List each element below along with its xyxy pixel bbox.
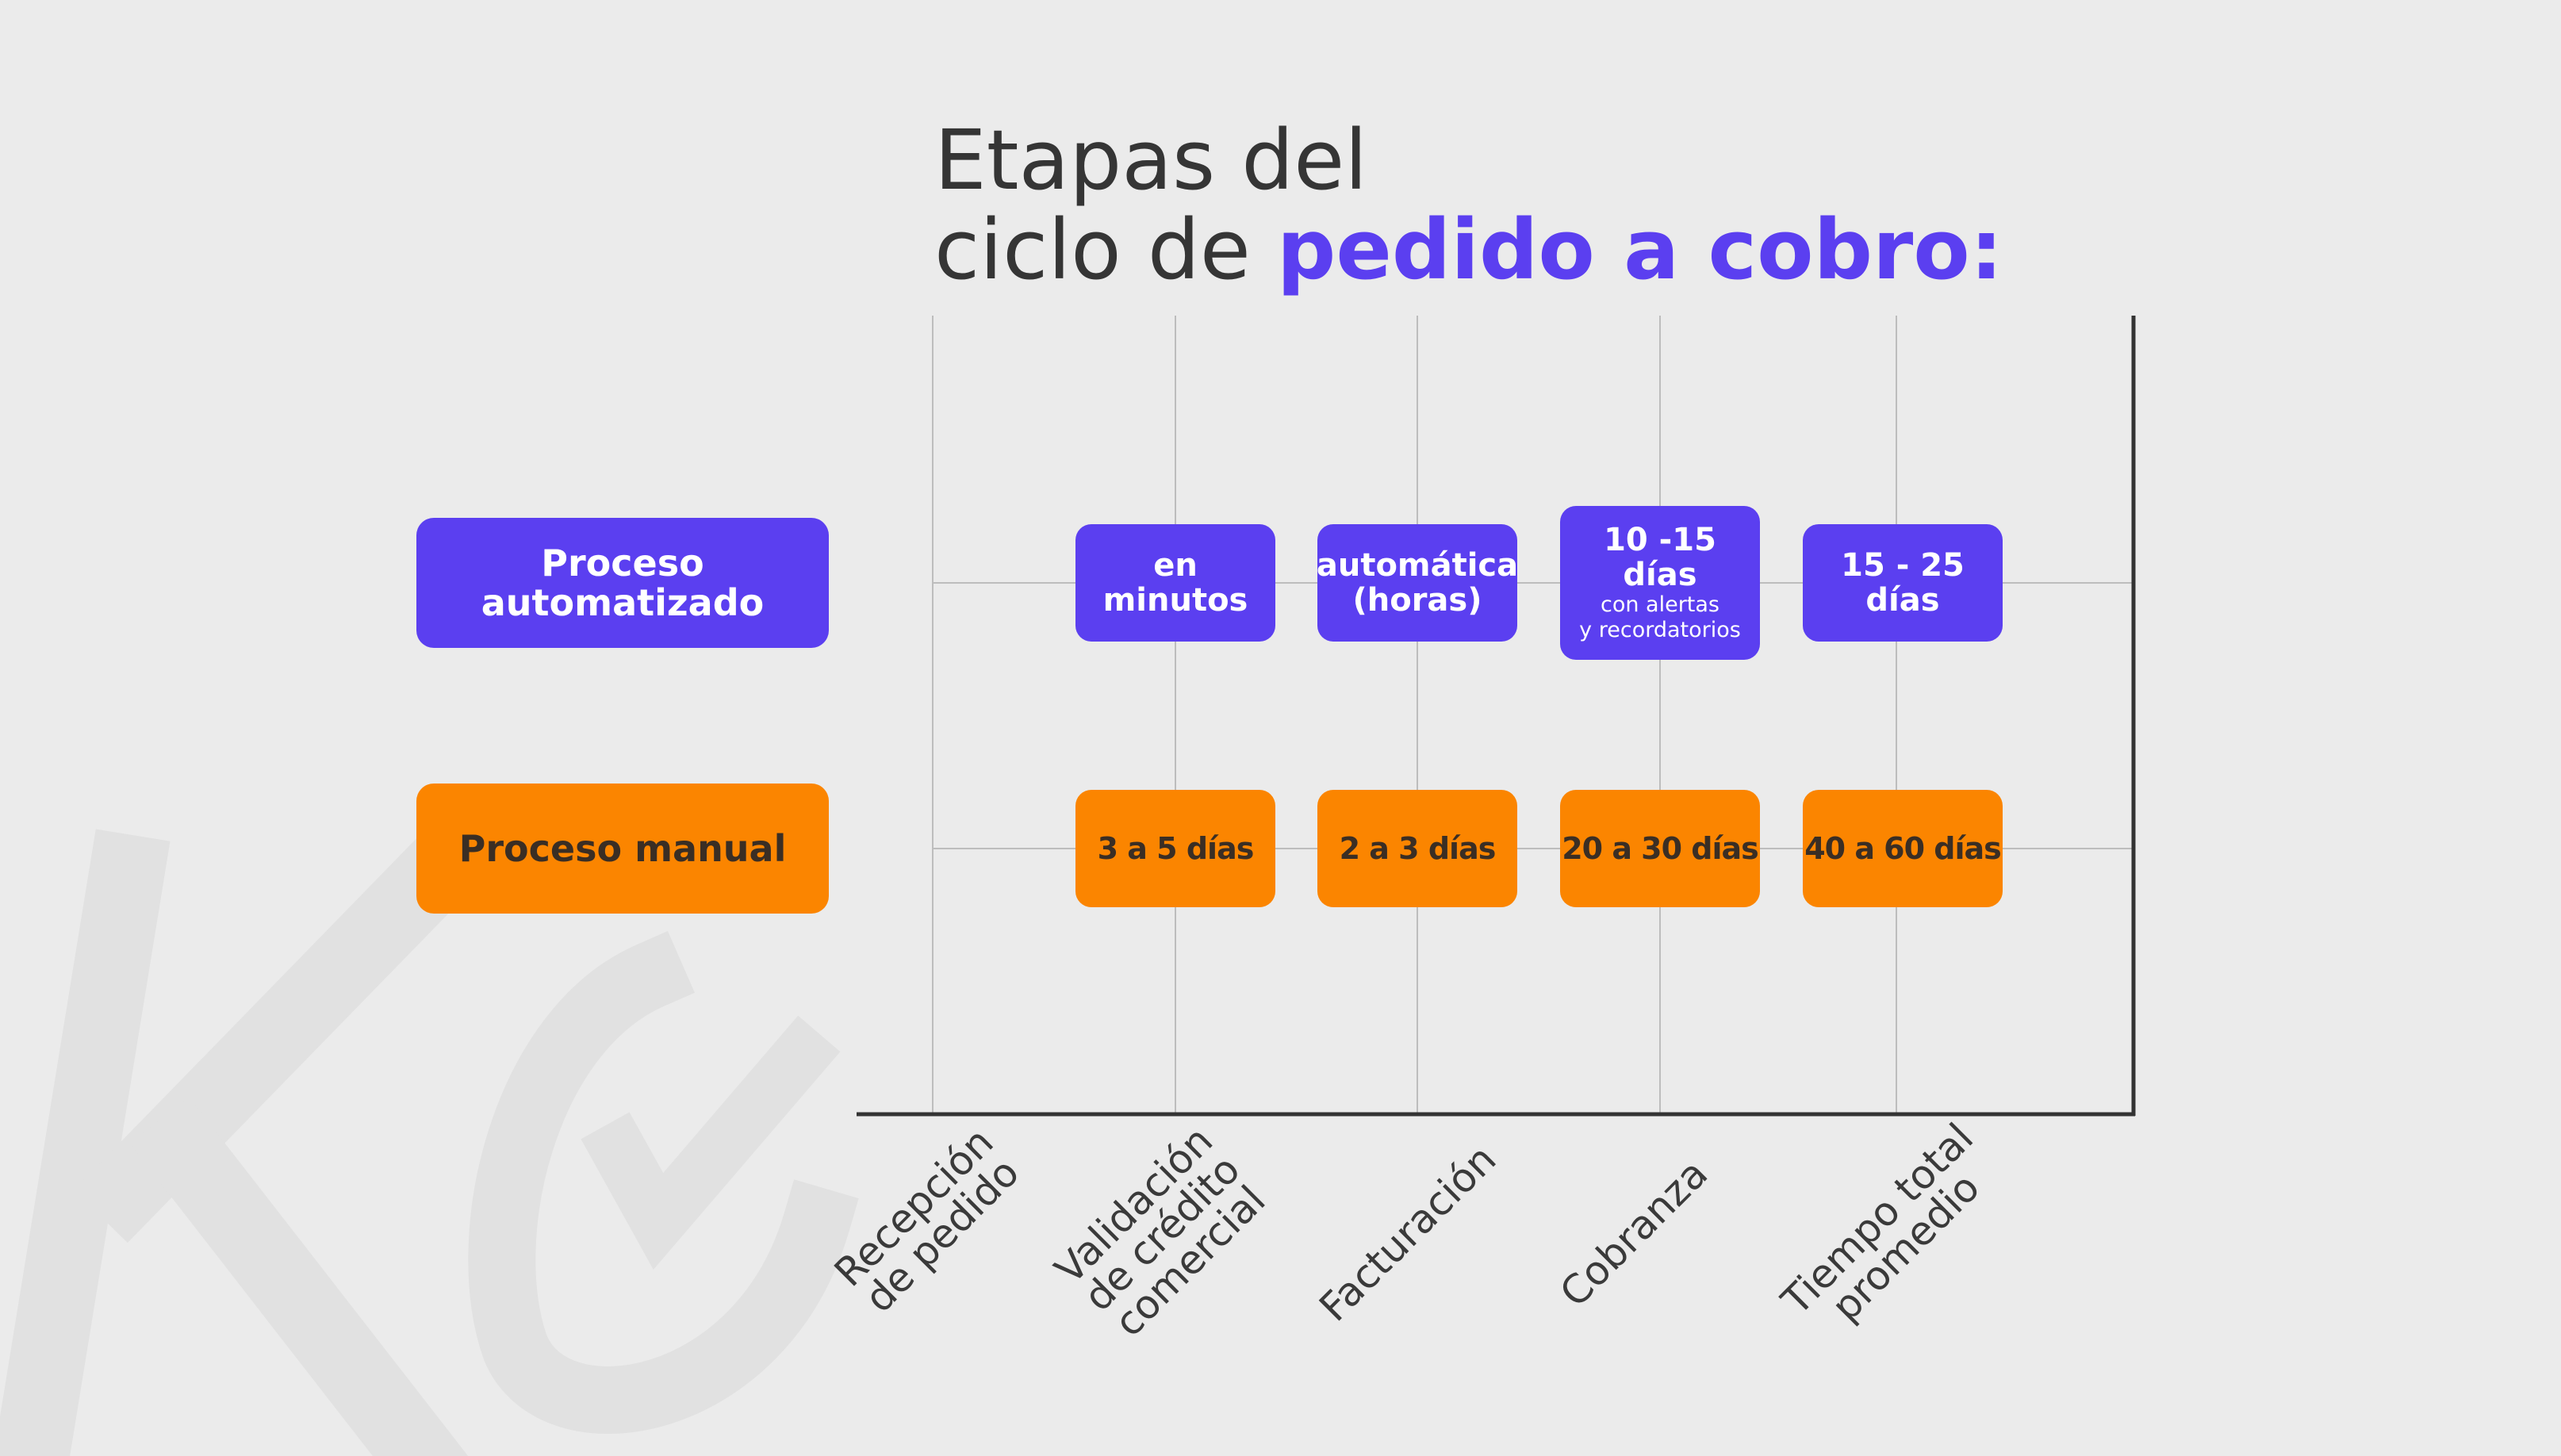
cell-text: 20 a 30 días [1562,831,1759,866]
row-label-manual-text: Proceso manual [458,827,787,870]
cell-automated-invoicing: automática (horas) [1316,524,1519,642]
cell-manual-total: 40 a 60 días [1803,790,2003,907]
cell-automated-collection: 10 -15 días con alertas y recordatorios [1560,506,1760,660]
row-label-automated-line-2: automatizado [481,581,765,624]
cell-text: 40 a 60 días [1804,831,2002,866]
page-title-line-1: Etapas del [934,112,1368,209]
logo-c-arc [468,931,859,1434]
title-accent: pedido a cobro: [1276,201,2003,298]
cell-manual-validation: 3 a 5 días [1075,790,1275,907]
cell-manual-invoicing: 2 a 3 días [1317,790,1517,907]
cell-text: en minutos [1102,547,1248,619]
cell-automated-total: 15 - 25 días [1803,524,2003,642]
row-label-manual: Proceso manual [416,784,829,914]
row-label-automated-line-1: Proceso [541,542,704,584]
page-title-line-2: ciclo de pedido a cobro: [934,206,2003,293]
cell-text: 3 a 5 días [1097,831,1255,866]
cell-text: automática [1316,547,1519,584]
cell-subtext-line-2: y recordatorios [1579,618,1741,642]
cell-text: 10 -15 días [1604,522,1716,593]
cell-manual-collection: 20 a 30 días [1560,790,1760,907]
cell-automated-validation: en minutos [1075,524,1275,642]
row-label-automated: Proceso automatizado [416,518,829,648]
logo-check [581,1015,841,1270]
cell-text: 2 a 3 días [1339,831,1497,866]
title-plain: ciclo de [934,201,1277,298]
cell-subtext-line-1: con alertas [1600,592,1720,617]
logo-k-leg [129,1097,469,1456]
logo-k-stem [0,829,171,1456]
cell-text: 15 - 25 días [1841,547,1965,619]
cell-text-line-2: (horas) [1352,582,1482,619]
